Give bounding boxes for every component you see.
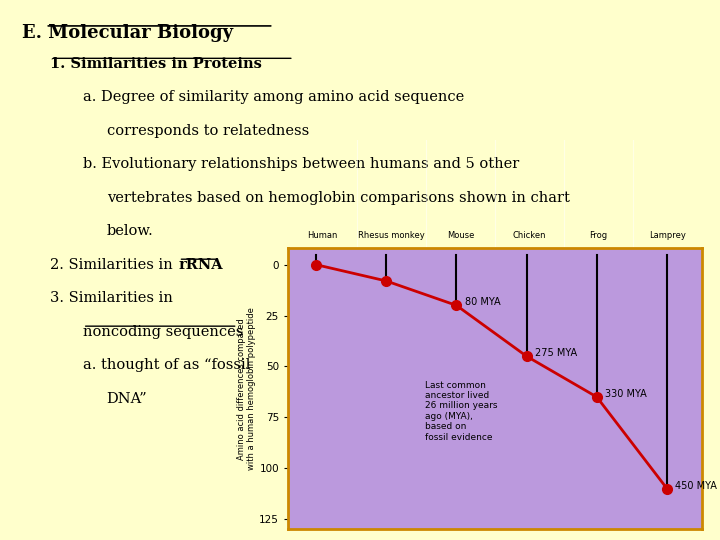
Text: 80 MYA: 80 MYA (465, 298, 500, 307)
Text: Mouse: Mouse (447, 231, 474, 240)
Text: Frog: Frog (590, 231, 608, 240)
Text: b. Evolutionary relationships between humans and 5 other: b. Evolutionary relationships between hu… (83, 157, 519, 171)
Text: Last common
ancestor lived
26 million years
ago (MYA),
based on
fossil evidence: Last common ancestor lived 26 million ye… (425, 381, 498, 442)
Text: 275 MYA: 275 MYA (535, 348, 577, 358)
Text: 1. Similarities in Proteins: 1. Similarities in Proteins (50, 57, 262, 71)
Text: 450 MYA: 450 MYA (675, 481, 717, 490)
Text: 3. Similarities in: 3. Similarities in (50, 291, 174, 305)
Text: rRNA: rRNA (179, 258, 223, 272)
Text: 330 MYA: 330 MYA (606, 389, 647, 399)
Text: corresponds to relatedness: corresponds to relatedness (107, 124, 309, 138)
Text: noncoding sequences: noncoding sequences (83, 325, 243, 339)
Text: Lamprey: Lamprey (649, 231, 686, 240)
Text: Human: Human (307, 231, 338, 240)
Text: 2. Similarities in: 2. Similarities in (50, 258, 178, 272)
Text: E. Molecular Biology: E. Molecular Biology (22, 24, 233, 42)
Text: a. Degree of similarity among amino acid sequence: a. Degree of similarity among amino acid… (83, 90, 464, 104)
Text: vertebrates based on hemoglobin comparisons shown in chart: vertebrates based on hemoglobin comparis… (107, 191, 570, 205)
Text: DNA”: DNA” (107, 392, 147, 406)
Text: Rhesus monkey: Rhesus monkey (358, 231, 425, 240)
Text: below.: below. (107, 224, 153, 238)
Text: a. thought of as “fossil: a. thought of as “fossil (83, 358, 250, 372)
Y-axis label: Amino acid differences compared
with a human hemoglobin polypeptide: Amino acid differences compared with a h… (237, 307, 256, 470)
Text: Chicken: Chicken (513, 231, 546, 240)
